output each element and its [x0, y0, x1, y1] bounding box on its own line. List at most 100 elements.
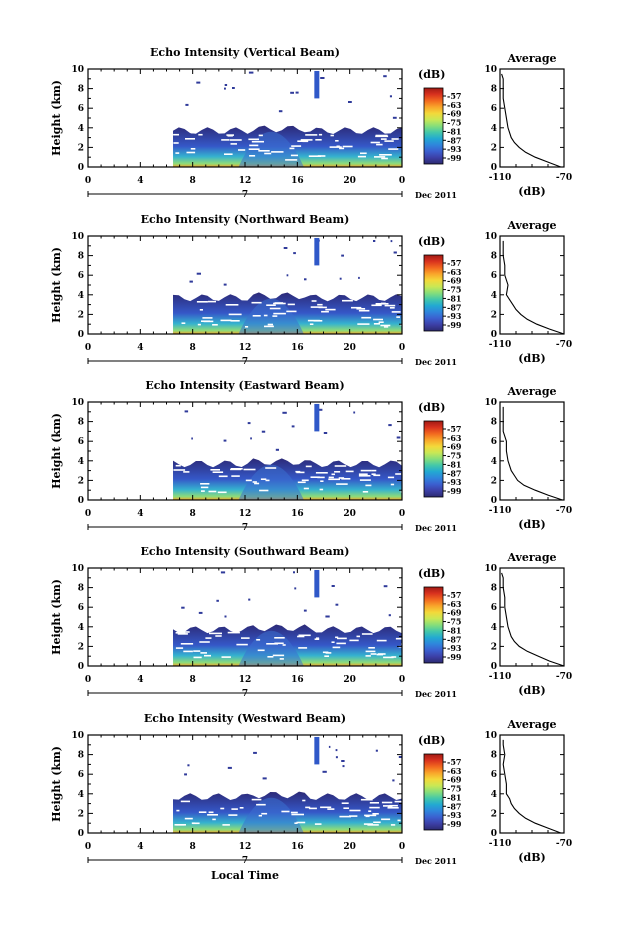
- echo-gap: [341, 478, 351, 480]
- x-tick-label: 20: [343, 343, 356, 353]
- y-tick-label: 2: [78, 310, 84, 320]
- echo-gap: [231, 475, 240, 477]
- echo-gap: [336, 145, 340, 148]
- echo-speck: [248, 598, 251, 601]
- avg-y-tick-label: 6: [491, 437, 497, 447]
- avg-x-tick-label: -110: [489, 839, 512, 849]
- date-label: Dec 2011: [415, 357, 457, 367]
- echo-speck: [392, 116, 397, 119]
- echo-gap: [230, 143, 237, 145]
- echo-gap: [311, 300, 317, 302]
- echo-gap: [297, 635, 305, 638]
- colorbar-tick-label: -57: [447, 91, 461, 101]
- echo-gap: [245, 326, 249, 328]
- echo-speck: [358, 276, 360, 279]
- y-tick-label: 4: [78, 457, 84, 467]
- echo-gap: [314, 638, 320, 640]
- colorbar-tick-label: -57: [447, 757, 461, 767]
- echo-gap: [321, 310, 329, 313]
- echo-gap: [361, 316, 372, 319]
- x-tick-label: 16: [291, 675, 304, 685]
- colorbar-tick-label: -99: [447, 320, 462, 330]
- echo-gap: [376, 639, 387, 642]
- echo-gap: [190, 131, 197, 134]
- echo-gap: [184, 817, 193, 820]
- colorbar-tick-label: -87: [447, 468, 461, 478]
- echo-gap: [274, 642, 284, 645]
- echo-gap: [313, 320, 323, 322]
- colorbar-tick-label: -99: [447, 486, 462, 496]
- echo-gap: [383, 805, 393, 807]
- echo-speck: [223, 283, 227, 286]
- y-tick-label: 10: [71, 398, 84, 408]
- echo-gap: [256, 803, 266, 806]
- echo-speck: [290, 91, 294, 94]
- avg-y-tick-label: 6: [491, 603, 497, 613]
- echo-speck: [383, 585, 388, 588]
- avg-y-tick-label: 2: [491, 642, 497, 652]
- echo-gap: [331, 473, 335, 476]
- echo-gap: [180, 643, 194, 645]
- echo-heatmap: [173, 237, 408, 334]
- y-tick-label: 2: [78, 143, 84, 153]
- x-tick-label: 4: [137, 509, 143, 519]
- x-tick-label: 0: [399, 176, 405, 186]
- echo-speck: [373, 240, 376, 242]
- echo-gap: [236, 643, 248, 646]
- avg-y-tick-label: 6: [491, 104, 497, 114]
- colorbar-tick-label: -81: [447, 293, 461, 303]
- echo-gap: [274, 637, 285, 639]
- average-xlabel: (dB): [518, 851, 545, 864]
- average-title: Average: [506, 385, 556, 398]
- panel-title: Echo Intensity (Vertical Beam): [150, 46, 340, 59]
- panel-title: Echo Intensity (Westward Beam): [144, 712, 346, 725]
- date-label: Dec 2011: [415, 689, 457, 699]
- colorbar-unit: (dB): [418, 235, 445, 248]
- average-profile-line: [502, 739, 561, 834]
- echo-gap: [351, 306, 362, 309]
- x-tick-label: 12: [239, 675, 252, 685]
- echo-gap: [248, 138, 259, 141]
- echo-gap: [210, 469, 220, 471]
- echo-gap: [207, 300, 216, 303]
- avg-y-tick-label: 0: [491, 662, 497, 672]
- avg-y-tick-label: 2: [491, 476, 497, 486]
- echo-hump: [238, 630, 304, 666]
- echo-gap: [281, 810, 290, 813]
- echo-speck: [220, 571, 226, 574]
- colorbar-tick-label: -87: [447, 302, 461, 312]
- echo-gap: [265, 467, 277, 469]
- echo-gap: [327, 808, 335, 810]
- echo-gap: [218, 475, 228, 478]
- echo-gap: [380, 138, 387, 140]
- echo-gap: [198, 811, 207, 813]
- x-tick-label: 20: [343, 675, 356, 685]
- colorbar-tick-label: -69: [447, 109, 462, 119]
- echo-gap: [294, 822, 298, 824]
- echo-gap: [249, 155, 256, 157]
- echo-gap: [186, 151, 196, 154]
- echo-gap: [175, 152, 180, 154]
- avg-y-tick-label: 4: [491, 457, 497, 467]
- date-label: Dec 2011: [415, 190, 457, 200]
- colorbar-unit: (dB): [418, 68, 445, 81]
- echo-gap: [266, 643, 278, 645]
- y-tick-label: 10: [71, 731, 84, 741]
- average-xlabel: (dB): [518, 352, 545, 365]
- colorbar-tick-label: -93: [447, 477, 462, 487]
- avg-y-tick-label: 10: [484, 232, 497, 242]
- x-tick-label: 8: [190, 176, 196, 186]
- echo-gap: [369, 802, 379, 804]
- echo-gap: [258, 150, 270, 152]
- echo-gap: [391, 138, 399, 140]
- panel-title: Echo Intensity (Southward Beam): [141, 545, 350, 558]
- echo-speck: [341, 760, 345, 762]
- day-marker: 7: [242, 856, 248, 866]
- echo-gap: [331, 641, 335, 643]
- echo-gap: [249, 144, 259, 147]
- echo-gap: [349, 815, 358, 817]
- echo-gap: [389, 804, 398, 807]
- avg-y-tick-label: 8: [491, 252, 497, 262]
- echo-speck: [198, 611, 203, 614]
- echo-gap: [370, 653, 377, 655]
